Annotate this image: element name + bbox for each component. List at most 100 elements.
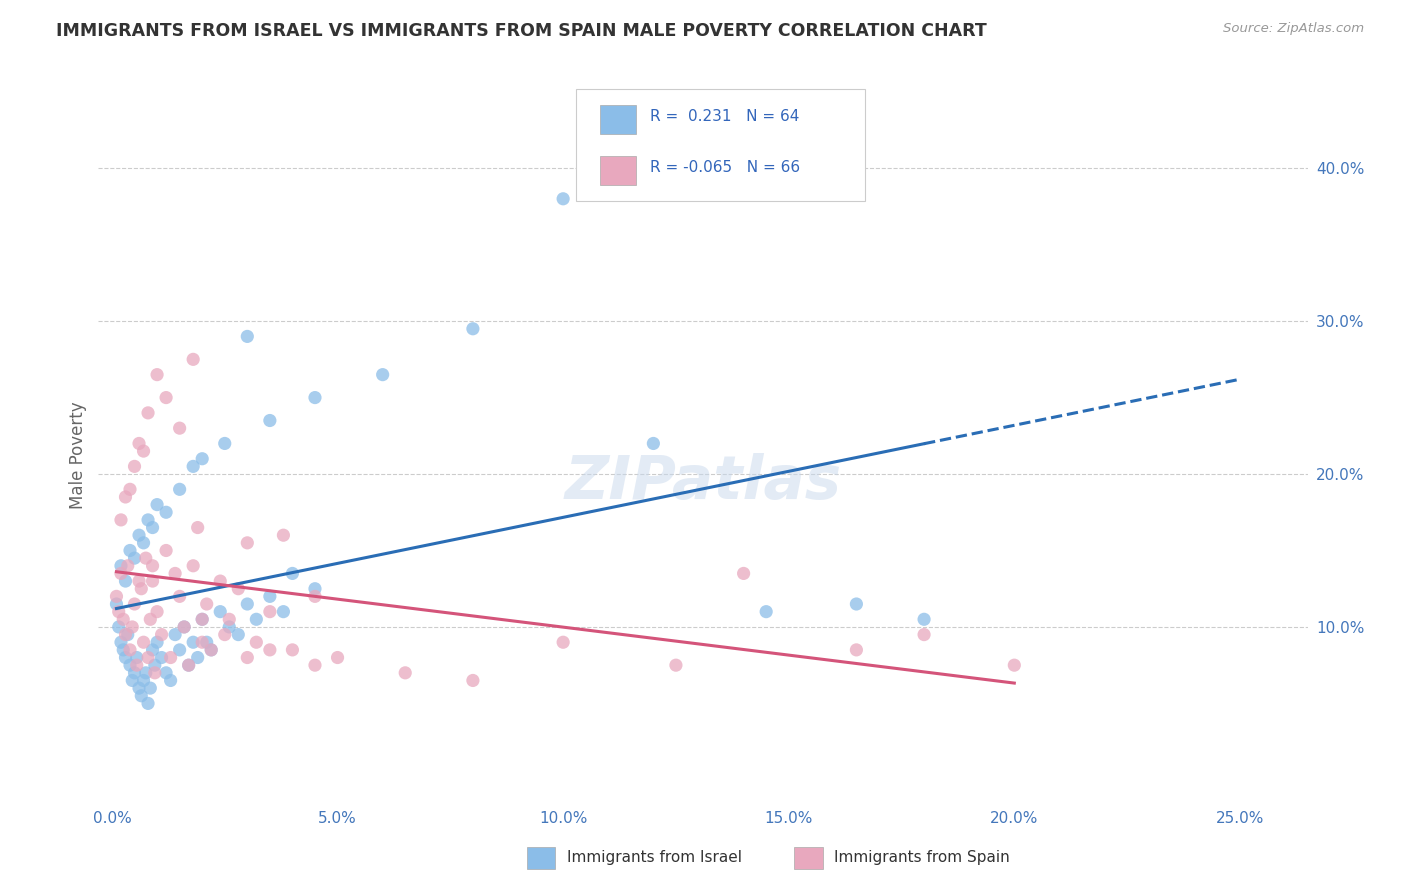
Point bbox=[553, 635, 575, 649]
Point bbox=[394, 665, 416, 680]
Point bbox=[128, 528, 150, 542]
Point bbox=[117, 558, 139, 573]
Point bbox=[124, 551, 146, 566]
Text: IMMIGRANTS FROM ISRAEL VS IMMIGRANTS FROM SPAIN MALE POVERTY CORRELATION CHART: IMMIGRANTS FROM ISRAEL VS IMMIGRANTS FRO… bbox=[56, 22, 987, 40]
Point bbox=[259, 605, 281, 619]
Point bbox=[191, 451, 214, 466]
Point bbox=[304, 582, 326, 596]
Point bbox=[139, 612, 162, 626]
Point bbox=[912, 627, 935, 641]
Point bbox=[236, 650, 259, 665]
Point bbox=[245, 612, 267, 626]
Point bbox=[165, 566, 187, 581]
Point bbox=[461, 322, 484, 336]
Text: Source: ZipAtlas.com: Source: ZipAtlas.com bbox=[1223, 22, 1364, 36]
Point bbox=[132, 444, 155, 458]
Point bbox=[124, 665, 146, 680]
Point bbox=[209, 574, 232, 588]
Point bbox=[112, 612, 135, 626]
Point bbox=[121, 620, 143, 634]
Point bbox=[195, 597, 218, 611]
Point bbox=[665, 658, 688, 673]
Point bbox=[845, 597, 868, 611]
Point bbox=[142, 558, 165, 573]
Point bbox=[326, 650, 349, 665]
Point bbox=[128, 681, 150, 695]
Point bbox=[128, 436, 150, 450]
Point bbox=[146, 368, 169, 382]
Point bbox=[173, 620, 195, 634]
Point bbox=[218, 620, 240, 634]
Point bbox=[132, 635, 155, 649]
Point bbox=[187, 520, 209, 534]
Point bbox=[181, 635, 204, 649]
Point bbox=[281, 566, 304, 581]
Point bbox=[733, 566, 755, 581]
Point bbox=[214, 627, 236, 641]
Point bbox=[181, 558, 204, 573]
Point bbox=[187, 650, 209, 665]
Point bbox=[273, 528, 295, 542]
Point bbox=[259, 643, 281, 657]
Point bbox=[105, 597, 128, 611]
Point bbox=[165, 627, 187, 641]
Point bbox=[150, 650, 173, 665]
Point bbox=[132, 673, 155, 688]
Point bbox=[259, 590, 281, 604]
Point bbox=[135, 551, 157, 566]
Point bbox=[200, 643, 222, 657]
Point bbox=[304, 590, 326, 604]
Point bbox=[155, 391, 177, 405]
Text: ZIPatlas: ZIPatlas bbox=[564, 453, 842, 512]
Point bbox=[177, 658, 200, 673]
Point bbox=[142, 520, 165, 534]
Point bbox=[124, 597, 146, 611]
Y-axis label: Male Poverty: Male Poverty bbox=[69, 401, 87, 508]
Point bbox=[226, 627, 249, 641]
Point bbox=[236, 329, 259, 343]
Point bbox=[226, 582, 249, 596]
Point bbox=[155, 665, 177, 680]
Point bbox=[139, 681, 162, 695]
Point bbox=[169, 421, 191, 435]
Point bbox=[114, 574, 136, 588]
Point bbox=[159, 673, 181, 688]
Point bbox=[181, 459, 204, 474]
Point bbox=[118, 643, 141, 657]
Point bbox=[110, 513, 132, 527]
Point bbox=[155, 505, 177, 519]
Point bbox=[117, 627, 139, 641]
Point bbox=[107, 605, 129, 619]
Point bbox=[236, 536, 259, 550]
Point bbox=[1002, 658, 1025, 673]
Point bbox=[110, 566, 132, 581]
Point bbox=[181, 352, 204, 367]
Point bbox=[461, 673, 484, 688]
Point bbox=[150, 627, 173, 641]
Point bbox=[136, 513, 159, 527]
Point bbox=[110, 635, 132, 649]
Point bbox=[159, 650, 181, 665]
Text: R =  0.231   N = 64: R = 0.231 N = 64 bbox=[650, 109, 799, 124]
Point bbox=[125, 650, 148, 665]
Point bbox=[245, 635, 267, 649]
Point bbox=[105, 590, 128, 604]
Point bbox=[218, 612, 240, 626]
Point bbox=[155, 543, 177, 558]
Point bbox=[118, 483, 141, 497]
Point bbox=[114, 650, 136, 665]
Point bbox=[146, 605, 169, 619]
Point bbox=[755, 605, 778, 619]
Point bbox=[209, 605, 232, 619]
Point bbox=[135, 665, 157, 680]
Point bbox=[169, 483, 191, 497]
Point bbox=[136, 650, 159, 665]
Point bbox=[107, 620, 129, 634]
Point bbox=[259, 413, 281, 427]
Point bbox=[129, 582, 152, 596]
Point bbox=[214, 436, 236, 450]
Point bbox=[136, 697, 159, 711]
Point bbox=[912, 612, 935, 626]
Point bbox=[273, 605, 295, 619]
Point bbox=[118, 658, 141, 673]
